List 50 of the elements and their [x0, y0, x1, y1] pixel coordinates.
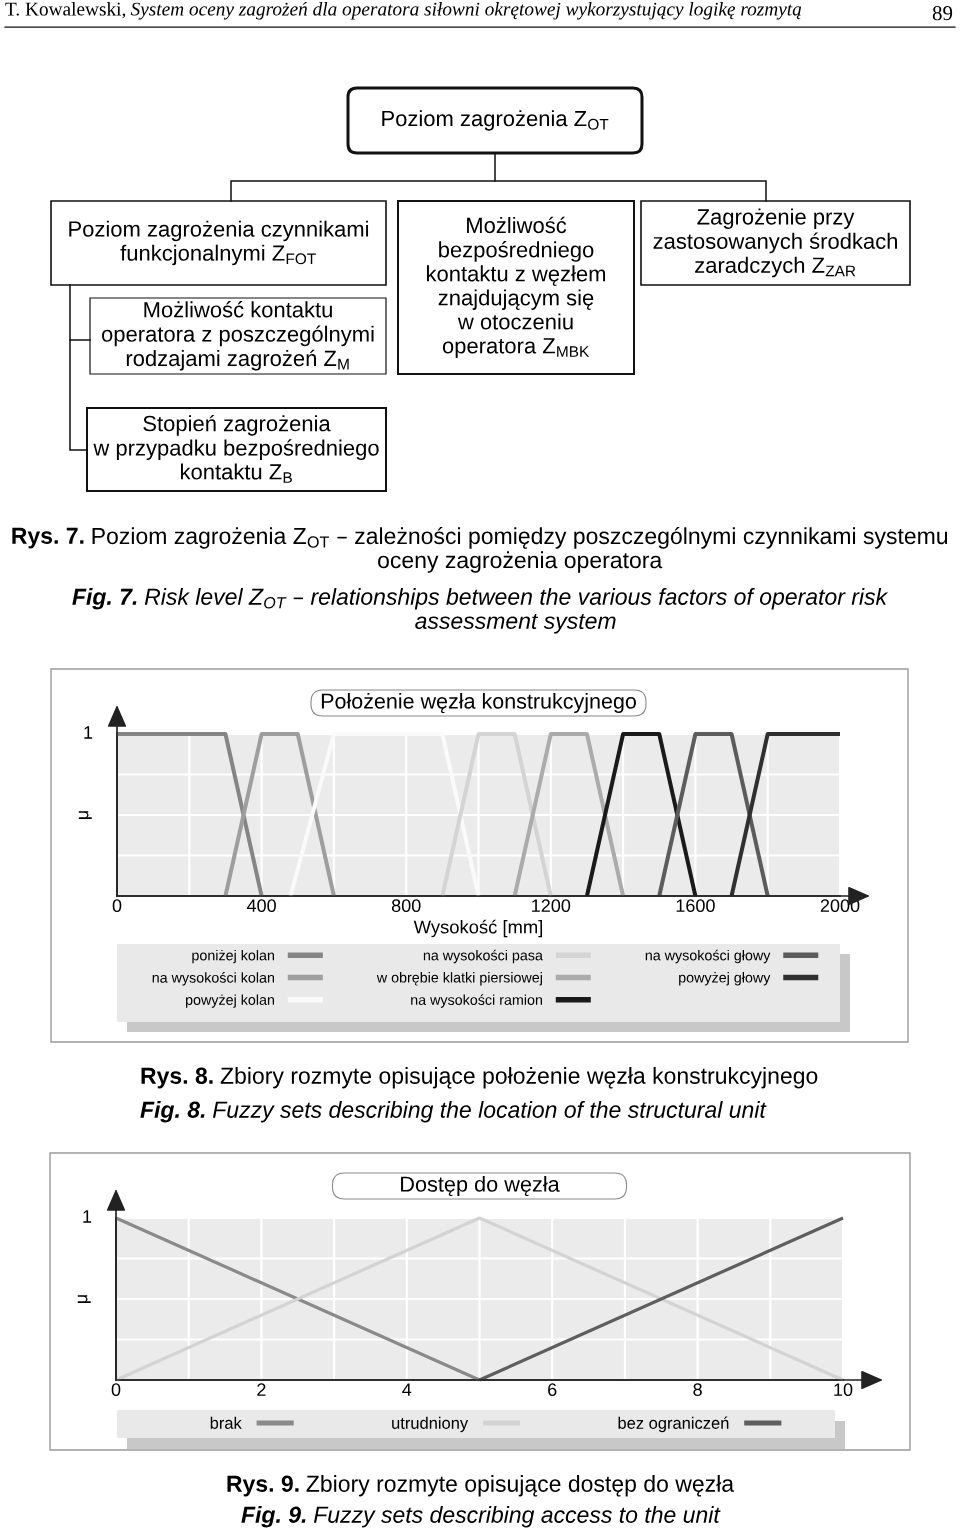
text: Rys. 7.	[12, 527, 84, 549]
legend-label: powyżej kolan	[186, 994, 274, 1008]
legend-label: powyżej głowy	[679, 972, 771, 986]
x-tick-label: 400	[246, 899, 276, 913]
text: System oceny zagrożeń dla operatora siłowni okrętowej wykorzystujący logikę rozmytą	[130, 2, 802, 20]
text: Fuzzy sets describing the location of the structural unit	[212, 1101, 767, 1123]
legend-label: na wysokości głowy	[645, 949, 771, 964]
x-tick-label: 0	[111, 1383, 121, 1397]
text: Fuzzy sets describing access to the unit	[313, 1506, 721, 1528]
x-tick-label: 10	[834, 1383, 853, 1397]
y-axis-title: μ	[77, 1295, 91, 1303]
legend-label: w obrębie klatki piersiowej	[376, 972, 542, 986]
text: Stopień zagrożenia w przypadku bezpośredniego kontaktu Z$_{B}$	[93, 414, 379, 483]
text: Zbiory rozmyte opisujące dostęp do węzła	[306, 1475, 735, 1497]
text: Zbiory rozmyte opisujące położenie węzła konstrukcyjnego	[220, 1067, 818, 1089]
x-axis-title: Wysokość [mm]	[413, 919, 543, 938]
text: Rys. 8.	[141, 1067, 213, 1089]
text: 1	[83, 1210, 92, 1223]
text: T. Kowalewski,	[5, 2, 126, 19]
text: Poziom zagrożenia czynnikami funkcjonalnymi Z$_{FOT}$	[69, 220, 369, 266]
caption: Fig. 7.	[72, 588, 137, 610]
text: Możliwość kontaktu operatora z poszczególnymi rodzajami zagrożeń Z$_{M}$	[101, 301, 374, 371]
legend-label: na wysokości kolan	[152, 972, 274, 986]
legend-label: na wysokości pasa	[423, 949, 543, 964]
caption: Fig. 8.	[140, 1101, 205, 1123]
x-tick-label: 8	[693, 1383, 702, 1397]
x-tick-label: 2	[257, 1383, 266, 1396]
caption: Fig. 9.	[241, 1506, 306, 1528]
text: Poziom zagrożenia Z$_{OT}$	[382, 110, 609, 131]
x-tick-label: 0	[112, 899, 122, 913]
chart-title: Położenie węzła konstrukcyjnego	[321, 692, 636, 714]
text: 89	[932, 6, 953, 21]
x-tick-label: 4	[402, 1383, 412, 1396]
legend-label: utrudniony	[392, 1416, 469, 1433]
text: Możliwość bezpośredniego kontaktu z węzłem znajdującym się w otoczeniu operatora Z$_{MBK}$	[427, 216, 606, 358]
text: Rys. 9.	[227, 1475, 299, 1497]
legend-label: poniżej kolan	[192, 949, 274, 964]
text: Zagrożenie przy zastosowanych środkach zaradczych Z$_{ZAR}$	[653, 208, 897, 278]
x-tick-label: 1600	[676, 899, 715, 913]
x-tick-label: 800	[391, 899, 421, 913]
text: Poziom zagrożenia Z$_{OT}$ – zależności pomiędzy poszczególnymi czynnikami systemu oceny zagrożenia operatora	[92, 527, 948, 573]
legend-label: brak	[210, 1416, 242, 1429]
chart-title: Dostęp do węzła	[401, 1175, 560, 1197]
text: Risk level Z$_{OT}$ – relationships between the various factors of operator risk assessment system	[144, 588, 889, 634]
y-axis-title: μ	[78, 811, 92, 819]
text: 1	[84, 726, 93, 739]
x-tick-label: 1200	[532, 899, 571, 913]
legend-label: bez ograniczeń	[618, 1416, 729, 1433]
x-tick-label: 6	[548, 1383, 557, 1397]
legend-label: na wysokości ramion	[411, 994, 542, 1008]
